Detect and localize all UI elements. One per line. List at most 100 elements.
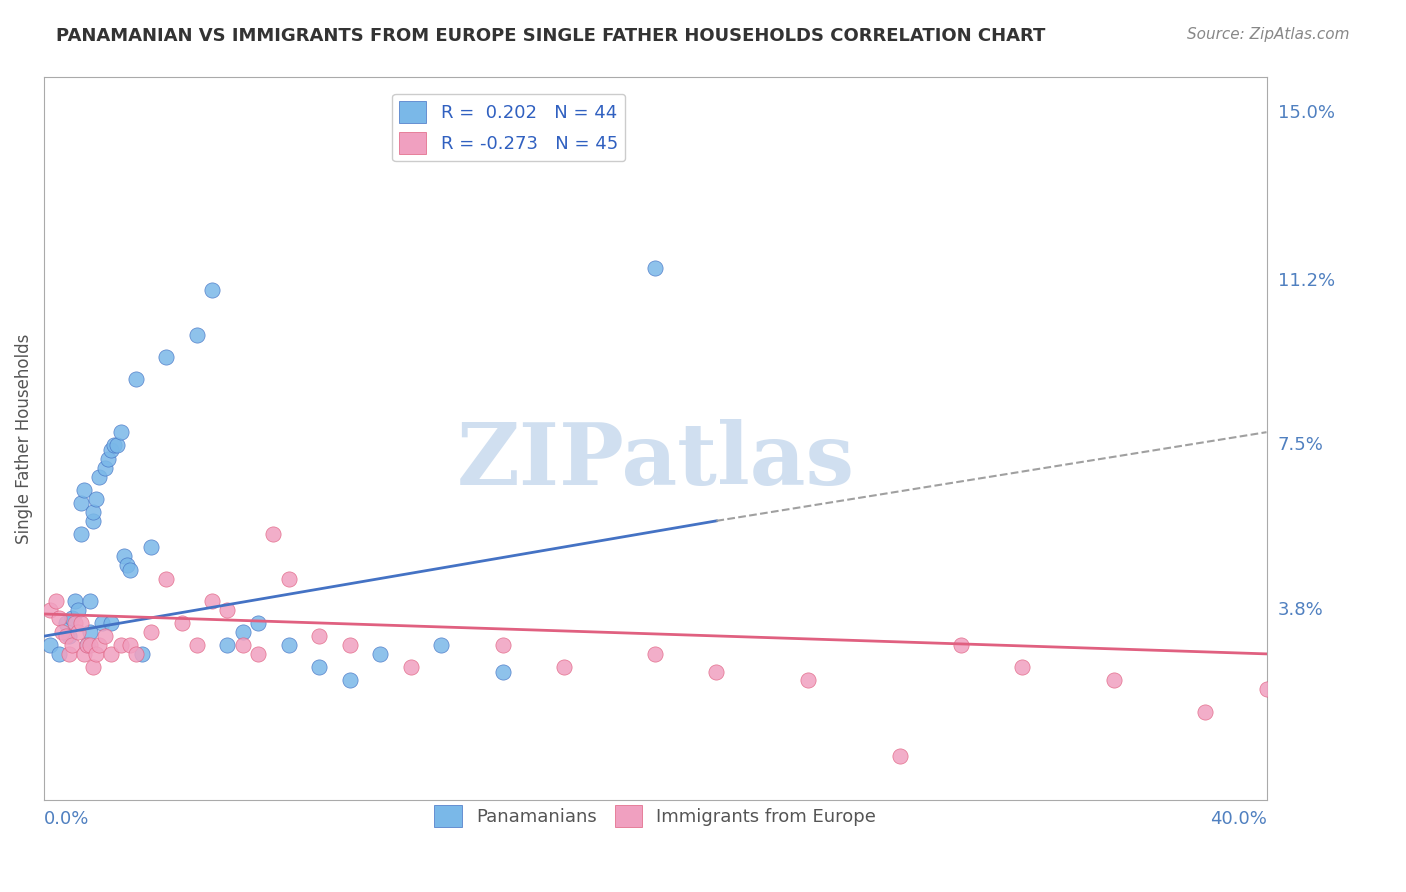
- Point: [339, 638, 361, 652]
- Point: [66, 602, 89, 616]
- Point: [82, 505, 104, 519]
- Point: [48, 611, 70, 625]
- Point: [155, 572, 177, 586]
- Point: [110, 425, 132, 440]
- Point: [232, 624, 254, 639]
- Point: [107, 438, 129, 452]
- Text: 0.0%: 0.0%: [44, 810, 90, 828]
- Point: [201, 283, 224, 297]
- Text: 40.0%: 40.0%: [1209, 810, 1267, 828]
- Point: [94, 629, 117, 643]
- Point: [87, 469, 110, 483]
- Point: [170, 615, 193, 630]
- Point: [277, 572, 299, 586]
- Point: [155, 350, 177, 364]
- Point: [232, 638, 254, 652]
- Point: [139, 624, 162, 639]
- Point: [82, 660, 104, 674]
- Point: [1194, 705, 1216, 719]
- Point: [76, 638, 98, 652]
- Legend: Panamanians, Immigrants from Europe: Panamanians, Immigrants from Europe: [427, 798, 883, 835]
- Point: [889, 748, 911, 763]
- Point: [60, 638, 83, 652]
- Point: [69, 615, 91, 630]
- Point: [69, 496, 91, 510]
- Point: [797, 673, 820, 688]
- Point: [58, 647, 80, 661]
- Point: [706, 665, 728, 679]
- Point: [262, 527, 284, 541]
- Point: [201, 593, 224, 607]
- Point: [60, 611, 83, 625]
- Point: [84, 647, 107, 661]
- Point: [63, 615, 86, 630]
- Point: [45, 593, 67, 607]
- Point: [51, 624, 73, 639]
- Point: [87, 638, 110, 652]
- Point: [1102, 673, 1125, 688]
- Point: [217, 602, 239, 616]
- Point: [73, 647, 96, 661]
- Text: 11.2%: 11.2%: [1278, 272, 1334, 291]
- Point: [97, 451, 120, 466]
- Point: [115, 558, 138, 573]
- Point: [430, 638, 453, 652]
- Point: [39, 638, 62, 652]
- Point: [186, 327, 208, 342]
- Point: [949, 638, 972, 652]
- Text: 15.0%: 15.0%: [1278, 103, 1334, 122]
- Point: [100, 442, 122, 457]
- Point: [76, 638, 98, 652]
- Point: [79, 638, 101, 652]
- Text: PANAMANIAN VS IMMIGRANTS FROM EUROPE SINGLE FATHER HOUSEHOLDS CORRELATION CHART: PANAMANIAN VS IMMIGRANTS FROM EUROPE SIN…: [56, 27, 1046, 45]
- Point: [247, 647, 270, 661]
- Text: 7.5%: 7.5%: [1278, 436, 1323, 455]
- Point: [63, 593, 86, 607]
- Point: [644, 647, 666, 661]
- Point: [94, 460, 117, 475]
- Point: [100, 615, 122, 630]
- Point: [100, 647, 122, 661]
- Point: [339, 673, 361, 688]
- Point: [110, 638, 132, 652]
- Point: [118, 638, 141, 652]
- Point: [84, 491, 107, 506]
- Point: [277, 638, 299, 652]
- Point: [55, 629, 77, 643]
- Y-axis label: Single Father Households: Single Father Households: [15, 334, 32, 544]
- Point: [48, 647, 70, 661]
- Point: [186, 638, 208, 652]
- Point: [139, 541, 162, 555]
- Point: [247, 615, 270, 630]
- Point: [1256, 682, 1278, 697]
- Point: [553, 660, 575, 674]
- Point: [69, 527, 91, 541]
- Text: ZIPatlas: ZIPatlas: [457, 418, 855, 502]
- Point: [118, 563, 141, 577]
- Point: [1011, 660, 1033, 674]
- Text: Source: ZipAtlas.com: Source: ZipAtlas.com: [1187, 27, 1350, 42]
- Point: [91, 615, 114, 630]
- Point: [58, 629, 80, 643]
- Point: [73, 483, 96, 497]
- Point: [399, 660, 422, 674]
- Point: [491, 638, 513, 652]
- Point: [79, 593, 101, 607]
- Text: 3.8%: 3.8%: [1278, 600, 1323, 618]
- Point: [79, 624, 101, 639]
- Point: [125, 372, 148, 386]
- Point: [308, 660, 330, 674]
- Point: [308, 629, 330, 643]
- Point: [644, 261, 666, 276]
- Point: [217, 638, 239, 652]
- Point: [103, 438, 125, 452]
- Point: [39, 602, 62, 616]
- Point: [55, 615, 77, 630]
- Point: [82, 514, 104, 528]
- Point: [491, 665, 513, 679]
- Point: [66, 624, 89, 639]
- Point: [368, 647, 391, 661]
- Point: [131, 647, 153, 661]
- Point: [125, 647, 148, 661]
- Point: [112, 549, 135, 564]
